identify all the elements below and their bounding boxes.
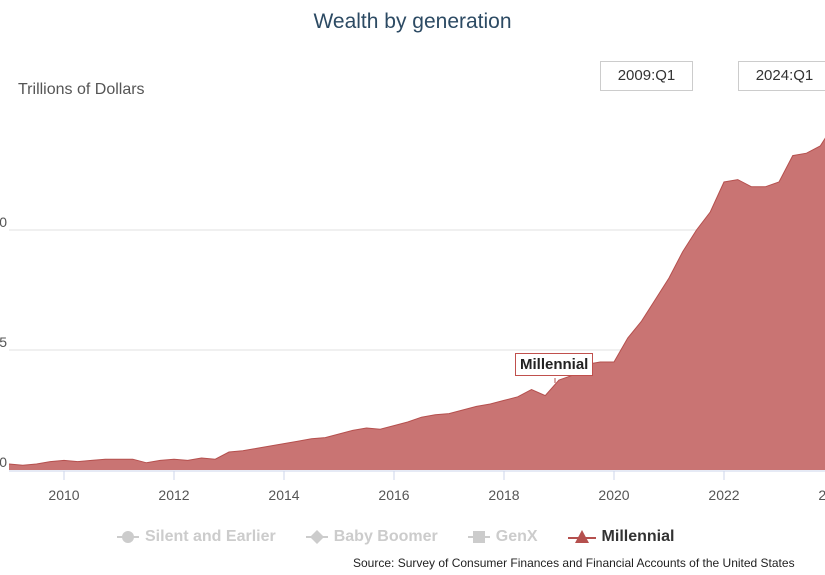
x-tick-label: 2024 (818, 487, 825, 503)
range-to-input[interactable]: 2024:Q1 (738, 61, 825, 91)
legend-item-genx[interactable]: GenX (467, 528, 538, 546)
y-axis-label: Trillions of Dollars (18, 81, 145, 98)
circle-icon (117, 531, 139, 543)
x-tick-label: 2010 (48, 487, 79, 503)
source-note: Source: Survey of Consumer Finances and … (353, 556, 795, 570)
diamond-icon (305, 530, 328, 544)
chart-plot: 0 5 10 2010 2012 2014 2016 2018 2020 2022 2024 (0, 137, 825, 503)
x-tick-label: 2022 (708, 487, 739, 503)
chart-title: Wealth by generation (313, 10, 512, 33)
square-icon (467, 531, 490, 543)
millennial-area (9, 138, 825, 470)
x-tick-label: 2014 (268, 487, 299, 503)
legend-label: Millennial (601, 528, 675, 545)
x-tick-label: 2018 (488, 487, 519, 503)
legend-item-baby-boomer[interactable]: Baby Boomer (305, 528, 438, 546)
triangle-icon (567, 530, 596, 543)
legend-label: GenX (495, 528, 538, 545)
y-tick-label: 0 (0, 454, 7, 470)
legend-item-millennial[interactable]: Millennial (567, 528, 675, 546)
legend-label: Silent and Earlier (145, 528, 276, 545)
y-tick-label: 10 (0, 214, 7, 230)
y-tick-label: 5 (0, 334, 7, 350)
x-tick-label: 2020 (598, 487, 629, 503)
series-annotation-label: Millennial (515, 353, 594, 376)
millennial-line (8, 137, 825, 466)
legend-item-silent[interactable]: Silent and Earlier (117, 528, 276, 546)
range-from-input[interactable]: 2009:Q1 (600, 61, 693, 91)
legend: Silent and Earlier Baby Boomer GenX Mill… (117, 528, 674, 546)
x-tick-label: 2016 (378, 487, 409, 503)
x-tick-label: 2012 (158, 487, 189, 503)
legend-label: Baby Boomer (333, 528, 438, 545)
